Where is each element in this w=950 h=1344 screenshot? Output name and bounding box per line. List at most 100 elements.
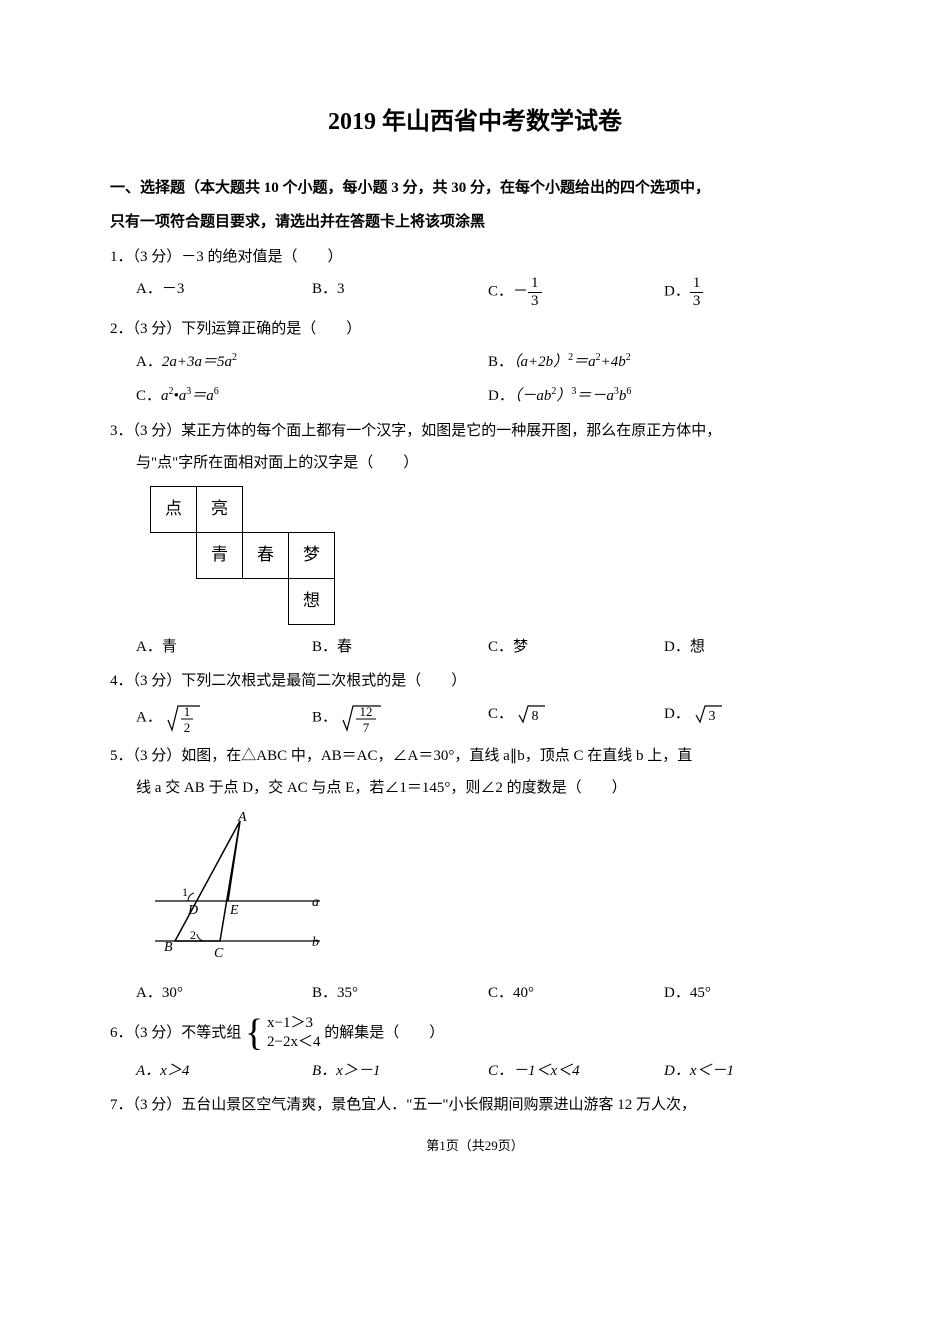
svg-text:7: 7 xyxy=(363,720,370,735)
cube-net-figure: 点 亮 青 春 梦 想 xyxy=(150,486,840,625)
expr: a xyxy=(161,388,169,404)
ineq-row1: x−1＞3 xyxy=(267,1014,320,1034)
q5-opt-d: D．45° xyxy=(664,979,840,1008)
footer-total: 29 xyxy=(485,1138,498,1153)
expr: ） xyxy=(556,388,571,404)
question-5-line1: 5．（3 分）如图，在△ABC 中，AB＝AC，∠A＝30°，直线 a∥b，顶点… xyxy=(110,742,840,771)
q3-opt-d: D．想 xyxy=(664,633,840,662)
expr: （a+2b） xyxy=(513,354,568,370)
expr: +4b xyxy=(601,354,626,370)
net-empty xyxy=(151,578,197,624)
q6-pre: 6．（3 分）不等式组 xyxy=(110,1025,241,1041)
sup: 6 xyxy=(626,386,631,397)
q1-opt-a: A．－3 xyxy=(136,275,312,309)
inequality-system: x−1＞3 2−2x＜4 xyxy=(267,1014,320,1053)
opt-label: D． xyxy=(488,388,514,404)
q6-opt-b: B．x＞－1 xyxy=(312,1057,488,1086)
net-empty xyxy=(197,578,243,624)
q1-opt-b: B．3 xyxy=(312,275,488,309)
svg-text:C: C xyxy=(214,946,224,961)
footer-post: 页） xyxy=(498,1138,524,1153)
expr: ＝a xyxy=(573,354,596,370)
svg-text:3: 3 xyxy=(708,709,715,724)
brace-icon: { xyxy=(245,1016,263,1050)
ineq-row2: 2−2x＜4 xyxy=(267,1033,320,1053)
q6-post: 的解集是（ ） xyxy=(324,1025,444,1041)
question-2: 2．（3 分）下列运算正确的是（ ） xyxy=(110,315,840,344)
q2-opt-c: C．a2•a3＝a6 xyxy=(136,382,488,411)
svg-text:b: b xyxy=(312,935,319,950)
q2-opt-a: A．2a+3a＝5a2 xyxy=(136,348,488,377)
triangle-figure: A B C D E 1 2 a b xyxy=(150,811,840,972)
expr: ＝－a xyxy=(576,388,614,404)
q1-options: A．－3 B．3 C．－13 D．13 xyxy=(110,275,840,309)
page-footer: 第1页（共29页） xyxy=(110,1134,840,1159)
sqrt-icon: 3 xyxy=(694,703,722,725)
footer-pre: 第 xyxy=(426,1138,439,1153)
net-cell: 青 xyxy=(197,532,243,578)
q2-options: A．2a+3a＝5a2 B．（a+2b）2＝a2+4b2 C．a2•a3＝a6 … xyxy=(110,348,840,411)
expr: ＝a xyxy=(191,388,214,404)
question-5-line2: 线 a 交 AB 于点 D，交 AC 与点 E，若∠1＝145°，则∠2 的度数… xyxy=(110,774,840,803)
q4-opt-a: A． 1 2 xyxy=(136,700,312,736)
q1-opt-c: C．－13 xyxy=(488,275,664,309)
net-empty xyxy=(243,486,289,532)
q1-opt-d: D．13 xyxy=(664,275,840,309)
triangle-svg: A B C D E 1 2 a b xyxy=(150,811,340,961)
net-cell: 想 xyxy=(289,578,335,624)
q3-opt-b: B．春 xyxy=(312,633,488,662)
question-7: 7．（3 分）五台山景区空气清爽，景色宜人．"五一"小长假期间购票进山游客 12… xyxy=(110,1091,840,1120)
footer-mid: 页（共 xyxy=(446,1138,485,1153)
numerator: 1 xyxy=(528,275,542,293)
exam-title: 2019 年山西省中考数学试卷 xyxy=(110,100,840,146)
neg-sign: － xyxy=(513,284,528,300)
opt-label: C． xyxy=(488,706,513,722)
opt-label: D． xyxy=(664,284,690,300)
net-cell: 亮 xyxy=(197,486,243,532)
denominator: 3 xyxy=(528,293,542,310)
svg-text:1: 1 xyxy=(182,885,188,899)
sqrt-icon: 8 xyxy=(517,703,545,725)
svg-text:a: a xyxy=(312,895,319,910)
svg-text:8: 8 xyxy=(531,709,538,724)
numerator: 1 xyxy=(690,275,704,293)
svg-text:2: 2 xyxy=(190,928,196,942)
q2-opt-d: D．（－ab2）3＝－a3b6 xyxy=(488,382,840,411)
net-cell: 春 xyxy=(243,532,289,578)
svg-text:2: 2 xyxy=(183,720,190,735)
q6-opt-c: C．－1＜x＜4 xyxy=(488,1057,664,1086)
net-cell: 点 xyxy=(151,486,197,532)
cube-net-table: 点 亮 青 春 梦 想 xyxy=(150,486,335,625)
section-header-line2: 只有一项符合题目要求，请选出并在答题卡上将该项涂黑 xyxy=(110,208,840,237)
q2-opt-b: B．（a+2b）2＝a2+4b2 xyxy=(488,348,840,377)
sqrt-frac-icon: 1 2 xyxy=(166,700,200,736)
q4-opt-d: D． 3 xyxy=(664,700,840,736)
net-cell: 梦 xyxy=(289,532,335,578)
fraction: 13 xyxy=(690,275,704,309)
q4-opt-c: C． 8 xyxy=(488,700,664,736)
opt-label: A． xyxy=(136,709,162,725)
q6-opt-a: A．x＞4 xyxy=(136,1057,312,1086)
denominator: 3 xyxy=(690,293,704,310)
expr: •a xyxy=(174,388,187,404)
opt-label: B． xyxy=(312,709,337,725)
q4-options: A． 1 2 B． 12 7 C． 8 D． 3 xyxy=(110,700,840,736)
section-header-line1: 一、选择题（本大题共 10 个小题，每小题 3 分，共 30 分，在每个小题给出… xyxy=(110,174,840,203)
q4-opt-b: B． 12 7 xyxy=(312,700,488,736)
q6-opt-d: D．x＜－1 xyxy=(664,1057,840,1086)
q5-opt-c: C．40° xyxy=(488,979,664,1008)
svg-text:A: A xyxy=(237,811,247,825)
sup: 2 xyxy=(626,352,631,363)
q5-opt-b: B．35° xyxy=(312,979,488,1008)
opt-label: C． xyxy=(488,284,513,300)
opt-label: A． xyxy=(136,354,162,370)
q3-opt-a: A．青 xyxy=(136,633,312,662)
net-empty xyxy=(151,532,197,578)
question-3-line2: 与"点"字所在面相对面上的汉字是（ ） xyxy=(110,449,840,478)
q5-options: A．30° B．35° C．40° D．45° xyxy=(110,979,840,1008)
svg-text:B: B xyxy=(164,940,173,955)
q6-options: A．x＞4 B．x＞－1 C．－1＜x＜4 D．x＜－1 xyxy=(110,1057,840,1086)
q3-options: A．青 B．春 C．梦 D．想 xyxy=(110,633,840,662)
sqrt-frac-icon: 12 7 xyxy=(341,700,381,736)
net-empty xyxy=(289,486,335,532)
